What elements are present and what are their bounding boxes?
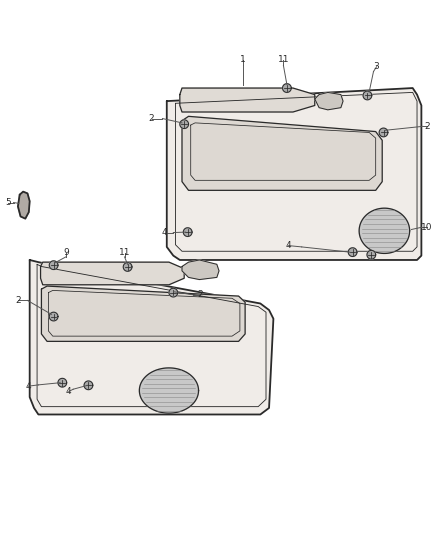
Polygon shape (184, 228, 192, 237)
Polygon shape (30, 260, 273, 415)
Text: 11: 11 (119, 248, 131, 257)
Polygon shape (123, 263, 132, 271)
Text: 4: 4 (66, 387, 72, 396)
Text: 3: 3 (374, 62, 379, 71)
Polygon shape (58, 378, 67, 387)
Polygon shape (180, 88, 315, 112)
Polygon shape (379, 128, 388, 137)
Polygon shape (49, 312, 58, 321)
Text: 5: 5 (5, 198, 11, 207)
Text: 4: 4 (286, 241, 291, 250)
Polygon shape (49, 261, 58, 270)
Polygon shape (182, 260, 219, 279)
Text: 2: 2 (149, 114, 154, 123)
Polygon shape (315, 92, 343, 110)
Text: 2: 2 (15, 296, 21, 305)
Polygon shape (367, 251, 376, 259)
Polygon shape (180, 120, 188, 128)
Text: 4: 4 (25, 382, 31, 391)
Polygon shape (169, 288, 178, 297)
Polygon shape (283, 84, 291, 92)
Text: 9: 9 (63, 248, 69, 257)
Polygon shape (182, 116, 382, 190)
Text: 11: 11 (278, 55, 289, 64)
Polygon shape (167, 88, 421, 260)
Text: 1: 1 (240, 55, 246, 64)
Polygon shape (84, 381, 93, 390)
Polygon shape (41, 262, 184, 285)
Text: 4: 4 (162, 228, 167, 237)
Polygon shape (359, 208, 410, 253)
Polygon shape (363, 91, 372, 100)
Polygon shape (348, 248, 357, 256)
Polygon shape (42, 286, 245, 341)
Text: 10: 10 (421, 223, 433, 232)
Polygon shape (18, 192, 30, 219)
Polygon shape (139, 368, 198, 413)
Text: 2: 2 (424, 122, 430, 131)
Text: 2: 2 (197, 290, 203, 300)
